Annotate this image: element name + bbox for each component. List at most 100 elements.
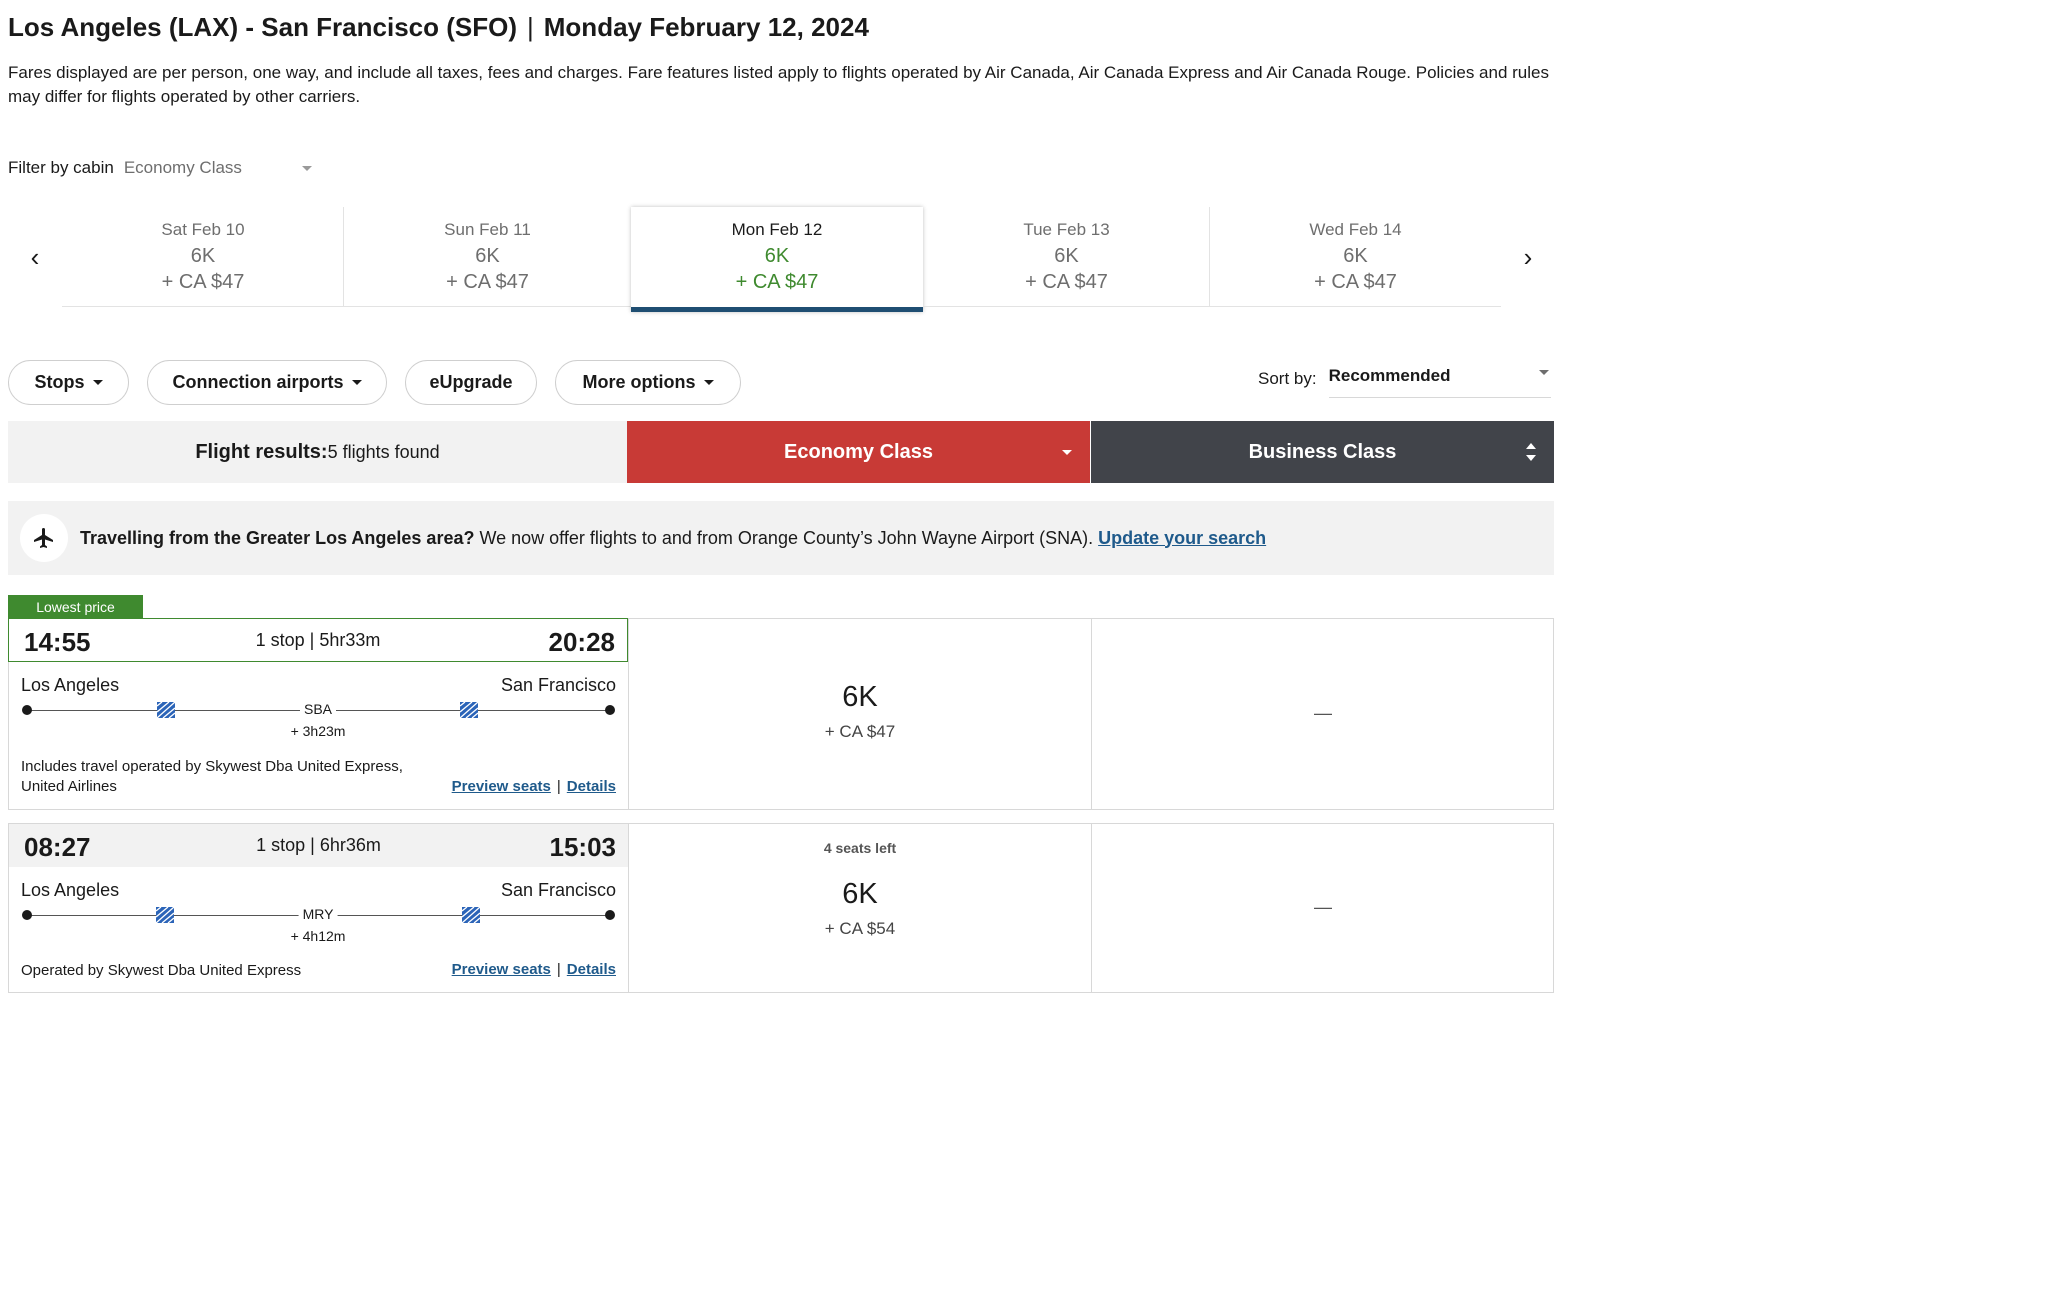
- business-fare-cell: —: [1091, 619, 1554, 809]
- date-fee: + CA $47: [161, 271, 245, 293]
- preview-seats-link[interactable]: Preview seats: [451, 778, 551, 795]
- lowest-price-badge: Lowest price: [8, 595, 143, 618]
- chevron-down-icon[interactable]: [301, 165, 312, 171]
- chevron-down-icon: [1062, 450, 1072, 455]
- preview-seats-link[interactable]: Preview seats: [451, 961, 551, 978]
- date-label: Wed Feb 14: [1309, 220, 1402, 239]
- page-title: Los Angeles (LAX) - San Francisco (SFO) |…: [8, 12, 869, 43]
- economy-fee: + CA $47: [824, 722, 896, 741]
- results-label: Flight results:: [195, 440, 328, 463]
- origin-dot: [22, 910, 32, 920]
- cabin-filter: Filter by cabin Economy Class: [8, 155, 312, 181]
- cabin-filter-label: Filter by cabin: [8, 158, 114, 177]
- economy-points: 6K: [842, 681, 878, 713]
- seats-left: 4 seats left: [823, 840, 897, 856]
- business-class-label: Business Class: [1248, 440, 1397, 463]
- banner-text: We now offer flights to and from Orange …: [474, 527, 1099, 548]
- update-search-link[interactable]: Update your search: [1098, 527, 1267, 548]
- divider: [1209, 207, 1210, 307]
- date-label: Sat Feb 10: [161, 220, 245, 239]
- results-count-text: 5 flights found: [327, 441, 440, 462]
- link-separator: |: [556, 961, 561, 978]
- date-fee: + CA $47: [446, 271, 529, 293]
- layover-duration: + 3h23m: [290, 723, 346, 739]
- operated-by: Operated by Skywest Dba United Express: [21, 962, 302, 979]
- chevron-down-icon: [92, 380, 103, 385]
- date-option-feb-13[interactable]: Tue Feb 13 6K + CA $47: [923, 207, 1210, 307]
- chevron-left-icon[interactable]: ‹: [30, 241, 40, 272]
- economy-fare-cell[interactable]: 4 seats left 6K + CA $54: [628, 824, 1091, 992]
- banner-headline: Travelling from the Greater Los Angeles …: [80, 527, 475, 548]
- flight-summary: 1 stop | 6hr36m: [256, 835, 381, 855]
- eupgrade-filter-button[interactable]: eUpgrade: [405, 360, 537, 405]
- arrival-time: 20:28: [548, 627, 616, 657]
- flight-summary: 1 stop | 5hr33m: [255, 630, 381, 650]
- route-text: Los Angeles (LAX) - San Francisco (SFO): [8, 12, 517, 42]
- sort-select[interactable]: Recommended: [1328, 361, 1551, 398]
- eupgrade-label: eUpgrade: [429, 372, 513, 392]
- united-airline-icon: [155, 906, 175, 924]
- date-label: Tue Feb 13: [1023, 220, 1110, 239]
- business-class-column-header[interactable]: Business Class: [1091, 421, 1554, 483]
- connection-airport: MRY: [298, 906, 338, 922]
- business-fare-cell: —: [1091, 824, 1554, 992]
- flight-links: Preview seats | Details: [452, 961, 616, 978]
- selected-date-indicator: [631, 307, 923, 312]
- destination-city: San Francisco: [500, 675, 616, 695]
- link-separator: |: [556, 778, 561, 795]
- economy-fare-cell[interactable]: 6K + CA $47: [628, 619, 1091, 809]
- more-options-label: More options: [582, 372, 696, 392]
- stops-filter-label: Stops: [34, 372, 85, 392]
- economy-class-column-header[interactable]: Economy Class: [627, 421, 1090, 483]
- date-label: Sun Feb 11: [444, 220, 531, 239]
- united-airline-icon: [461, 906, 481, 924]
- results-header: Flight results: 5 flights found Economy C…: [8, 421, 1554, 483]
- sort-label: Sort by:: [1258, 369, 1317, 388]
- date-option-feb-14[interactable]: Wed Feb 14 6K + CA $47: [1210, 207, 1501, 307]
- flight-row: 14:55 1 stop | 5hr33m 20:28 Los Angeles …: [8, 618, 1554, 810]
- date-option-feb-12[interactable]: Mon Feb 12 6K + CA $47: [631, 207, 923, 312]
- results-count: Flight results: 5 flights found: [8, 421, 627, 483]
- date-fee: + CA $47: [1314, 271, 1397, 293]
- business-unavailable: —: [1314, 897, 1332, 917]
- origin-dot: [22, 705, 32, 715]
- details-link[interactable]: Details: [566, 961, 616, 978]
- economy-fee: + CA $54: [824, 919, 896, 938]
- date-carousel: ‹ Sat Feb 10 6K + CA $47 Sun Feb 11 6K +…: [8, 207, 1553, 313]
- connection-airports-filter-button[interactable]: Connection airports: [147, 360, 387, 405]
- operated-by: Includes travel operated by Skywest Dba …: [21, 758, 403, 795]
- flight-info: 14:55 1 stop | 5hr33m 20:28 Los Angeles …: [8, 618, 628, 809]
- economy-points: 6K: [842, 878, 878, 910]
- date-fee: + CA $47: [735, 271, 819, 293]
- origin-city: Los Angeles: [21, 675, 120, 695]
- date-points: 6K: [1054, 245, 1079, 267]
- united-airline-icon: [459, 701, 479, 719]
- origin-city: Los Angeles: [21, 880, 120, 900]
- sort-control: Sort by: Recommended: [1258, 366, 1551, 398]
- sort-icon: [1526, 443, 1536, 461]
- layover-duration: + 4h12m: [290, 928, 346, 944]
- more-options-button[interactable]: More options: [555, 360, 741, 405]
- flight-info: 08:27 1 stop | 6hr36m 15:03 Los Angeles …: [9, 824, 628, 992]
- destination-dot: [605, 910, 615, 920]
- date-points: 6K: [1343, 245, 1368, 267]
- flight-links: Preview seats | Details: [452, 778, 616, 795]
- stops-filter-button[interactable]: Stops: [8, 360, 129, 405]
- arrival-time: 15:03: [549, 832, 617, 862]
- date-option-feb-10[interactable]: Sat Feb 10 6K + CA $47: [62, 207, 344, 307]
- cabin-filter-select[interactable]: Economy Class: [123, 158, 242, 177]
- date-points: 6K: [190, 245, 216, 267]
- departure-time: 14:55: [24, 627, 91, 657]
- details-link[interactable]: Details: [566, 778, 616, 795]
- connection-airports-label: Connection airports: [172, 372, 344, 392]
- date-fee: + CA $47: [1025, 271, 1108, 293]
- date-label: Mon Feb 12: [731, 220, 823, 239]
- banner-message: Travelling from the Greater Los Angeles …: [80, 528, 1266, 549]
- sort-value: Recommended: [1328, 365, 1451, 385]
- destination-dot: [605, 705, 615, 715]
- date-option-feb-11[interactable]: Sun Feb 11 6K + CA $47: [344, 207, 631, 307]
- fare-disclaimer: Fares displayed are per person, one way,…: [8, 63, 1549, 106]
- united-airline-icon: [156, 701, 176, 719]
- chevron-right-icon[interactable]: ›: [1523, 241, 1533, 272]
- business-unavailable: —: [1314, 703, 1332, 723]
